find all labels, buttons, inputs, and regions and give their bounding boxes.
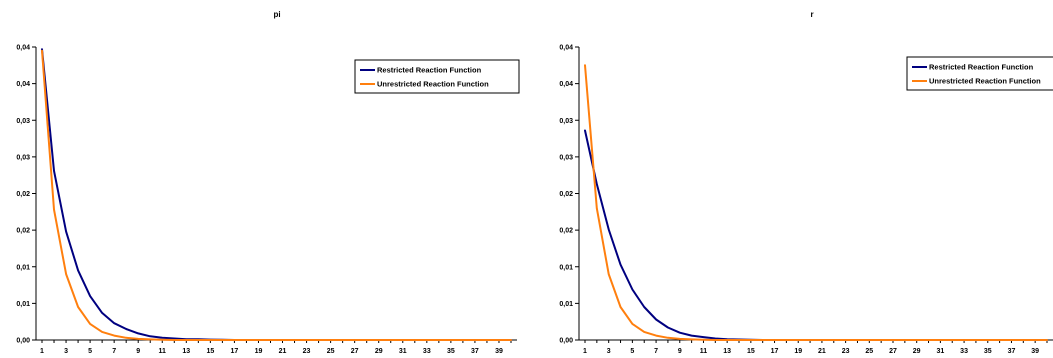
y-tick-label: 0,00 bbox=[559, 338, 573, 345]
x-tick-label: 25 bbox=[865, 348, 873, 355]
x-tick-label: 23 bbox=[303, 348, 311, 355]
legend-entry: Restricted Reaction Function bbox=[377, 66, 482, 75]
x-tick-label: 21 bbox=[279, 348, 287, 355]
x-tick-label: 31 bbox=[936, 348, 944, 355]
y-tick-label: 0,01 bbox=[16, 264, 30, 271]
x-tick-label: 9 bbox=[136, 348, 140, 355]
chart-pi: pi0,000,010,010,020,020,030,030,040,041 3… bbox=[16, 10, 520, 355]
y-tick-label: 0,01 bbox=[16, 301, 30, 308]
x-tick-label: 3 bbox=[607, 348, 611, 355]
legend-entry: Unrestricted Reaction Function bbox=[929, 77, 1041, 86]
y-tick-label: 0,00 bbox=[16, 338, 30, 345]
x-tick-label: 15 bbox=[206, 348, 214, 355]
x-tick-label: 7 bbox=[112, 348, 116, 355]
x-tick-label: 1 bbox=[40, 348, 44, 355]
y-tick-label: 0,02 bbox=[16, 191, 30, 198]
x-tick-label: 35 bbox=[984, 348, 992, 355]
x-tick-label: 27 bbox=[889, 348, 897, 355]
y-tick-label: 0,02 bbox=[559, 228, 573, 235]
x-tick-label: 39 bbox=[495, 348, 503, 355]
x-tick-label: 29 bbox=[375, 348, 383, 355]
y-tick-label: 0,01 bbox=[559, 301, 573, 308]
x-tick-label: 27 bbox=[351, 348, 359, 355]
x-tick-label: 7 bbox=[654, 348, 658, 355]
x-tick-label: 31 bbox=[399, 348, 407, 355]
x-tick-label: 23 bbox=[842, 348, 850, 355]
x-tick-label: 5 bbox=[88, 348, 92, 355]
x-tick-label: 9 bbox=[678, 348, 682, 355]
chart-title: r bbox=[810, 10, 813, 19]
series-line-unrestricted bbox=[584, 64, 1048, 341]
y-tick-label: 0,04 bbox=[16, 81, 30, 88]
x-tick-label: 17 bbox=[231, 348, 239, 355]
x-tick-label: 33 bbox=[960, 348, 968, 355]
y-tick-label: 0,03 bbox=[16, 154, 30, 161]
legend: Restricted Reaction Function Unrestricted… bbox=[354, 59, 520, 94]
x-tick-label: 11 bbox=[700, 348, 708, 355]
chart-r: r0,000,010,010,020,020,030,030,040,041 3 5… bbox=[559, 10, 1053, 355]
y-tick-label: 0,04 bbox=[559, 81, 573, 88]
y-tick-label: 0,04 bbox=[559, 45, 573, 52]
y-tick-label: 0,02 bbox=[559, 191, 573, 198]
x-tick-label: 35 bbox=[447, 348, 455, 355]
y-tick-label: 0,02 bbox=[16, 228, 30, 235]
series-line-restricted bbox=[584, 129, 1048, 341]
x-tick-label: 13 bbox=[723, 348, 731, 355]
x-tick-label: 15 bbox=[747, 348, 755, 355]
y-tick-label: 0,03 bbox=[559, 154, 573, 161]
legend-entry: Restricted Reaction Function bbox=[929, 63, 1034, 72]
x-tick-label: 19 bbox=[794, 348, 802, 355]
x-tick-label: 21 bbox=[818, 348, 826, 355]
x-tick-label: 37 bbox=[1008, 348, 1016, 355]
x-tick-label: 19 bbox=[255, 348, 263, 355]
x-tick-label: 37 bbox=[471, 348, 479, 355]
x-tick-label: 33 bbox=[423, 348, 431, 355]
x-tick-label: 17 bbox=[771, 348, 779, 355]
x-tick-label: 13 bbox=[182, 348, 190, 355]
legend-box bbox=[354, 59, 520, 94]
series-line-unrestricted bbox=[41, 49, 512, 341]
chart-title: pi bbox=[273, 10, 280, 19]
y-tick-label: 0,03 bbox=[16, 118, 30, 125]
y-tick-label: 0,03 bbox=[559, 118, 573, 125]
y-tick-label: 0,01 bbox=[559, 264, 573, 271]
x-tick-label: 1 bbox=[583, 348, 587, 355]
y-tick-label: 0,04 bbox=[16, 45, 30, 52]
legend-entry: Unrestricted Reaction Function bbox=[377, 80, 489, 89]
x-tick-label: 39 bbox=[1031, 348, 1039, 355]
x-tick-label: 25 bbox=[327, 348, 335, 355]
x-tick-label: 5 bbox=[630, 348, 634, 355]
x-tick-label: 3 bbox=[64, 348, 68, 355]
x-tick-label: 11 bbox=[159, 348, 167, 355]
legend: Restricted Reaction Function Unrestricted… bbox=[906, 56, 1053, 91]
x-tick-label: 29 bbox=[913, 348, 921, 355]
legend-box bbox=[906, 56, 1053, 91]
